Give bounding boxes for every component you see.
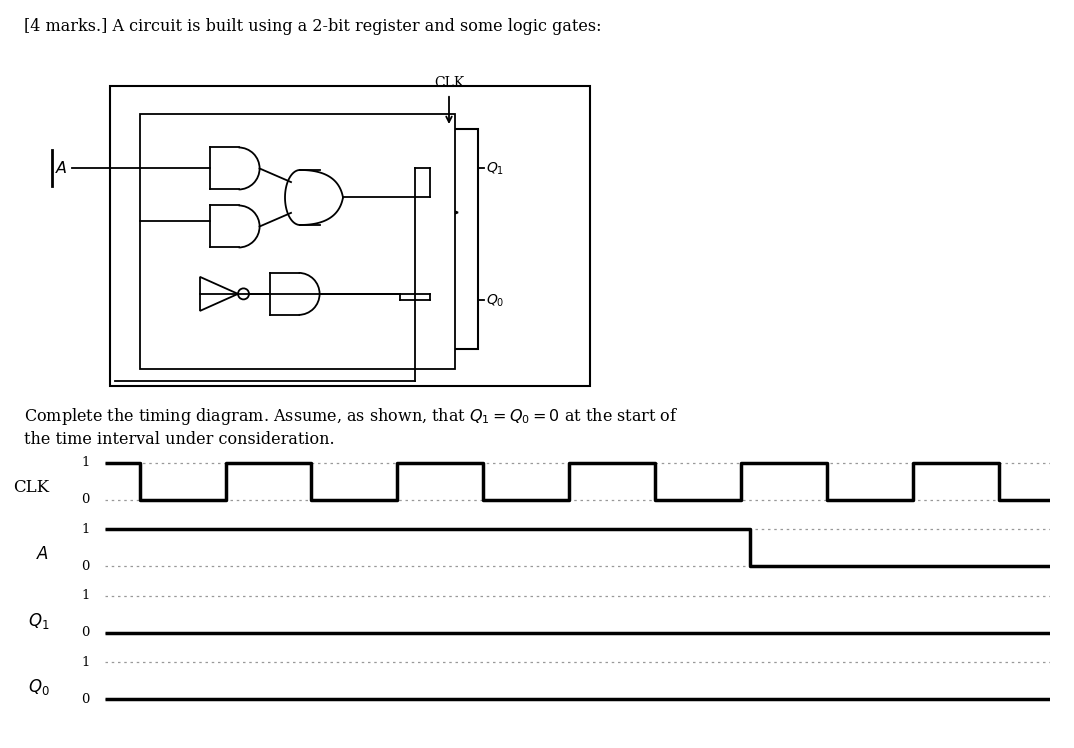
Bar (430, 129, 478, 349)
Text: $Q_0$: $Q_0$ (487, 292, 505, 309)
Text: 1: 1 (82, 523, 90, 536)
Bar (110, 86, 590, 386)
Text: 0: 0 (82, 493, 90, 506)
Text: CLK: CLK (13, 479, 49, 496)
Bar (140, 114, 455, 369)
Text: 1: 1 (82, 456, 90, 470)
Text: $A$: $A$ (37, 545, 49, 562)
Text: $Q_1$: $Q_1$ (487, 160, 504, 177)
Text: $A$: $A$ (55, 160, 68, 177)
Text: [4 marks.] A circuit is built using a 2-bit register and some logic gates:: [4 marks.] A circuit is built using a 2-… (24, 19, 601, 35)
Text: CLK: CLK (434, 76, 464, 90)
Text: 0: 0 (82, 626, 90, 640)
Text: 1: 1 (82, 589, 90, 602)
Text: 0: 0 (82, 560, 90, 573)
Text: 0: 0 (82, 693, 90, 705)
Text: 1: 1 (82, 656, 90, 669)
Text: Complete the timing diagram. Assume, as shown, that $Q_1 = Q_0 = 0$ at the start: Complete the timing diagram. Assume, as … (24, 405, 678, 426)
Text: $Q_1$: $Q_1$ (28, 610, 49, 631)
Text: the time interval under consideration.: the time interval under consideration. (24, 431, 334, 448)
Text: $Q_0$: $Q_0$ (28, 677, 49, 697)
